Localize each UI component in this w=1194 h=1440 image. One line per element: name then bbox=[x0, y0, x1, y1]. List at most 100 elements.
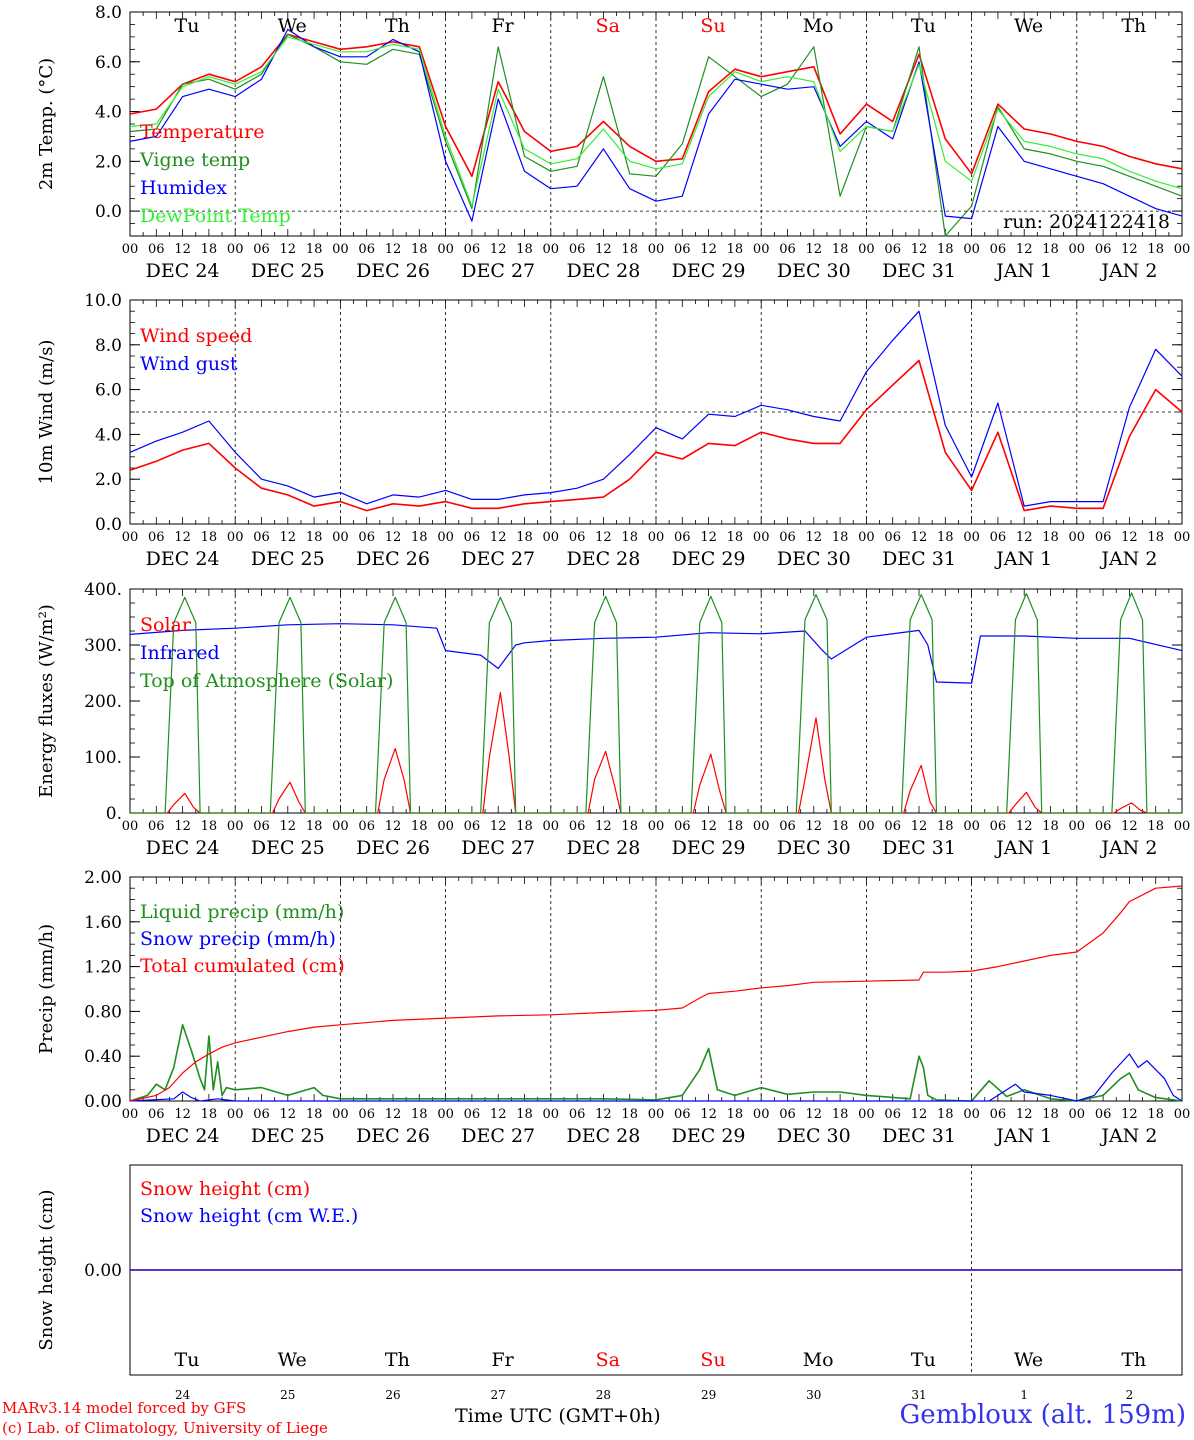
panel-4-date-label: DEC 24 bbox=[146, 1125, 220, 1147]
panel-5-legend-entry: Snow height (cm) bbox=[140, 1178, 310, 1200]
panel-2-date-label: DEC 26 bbox=[356, 548, 430, 570]
panel-3-date-label: DEC 31 bbox=[882, 837, 956, 859]
panel-2-hour-label: 06 bbox=[358, 530, 375, 545]
panel-1-hour-label: 18 bbox=[516, 242, 533, 257]
panel-1-hour-label: 00 bbox=[963, 242, 980, 257]
panel-5-y-axis-label: Snow height (cm) bbox=[36, 1189, 57, 1350]
panel-3-hour-label: 18 bbox=[516, 819, 533, 834]
panel-4-hour-label: 18 bbox=[832, 1107, 849, 1122]
panel-1-hour-label: 00 bbox=[122, 242, 139, 257]
panel-4-date-label: JAN 2 bbox=[1099, 1125, 1157, 1147]
panel-3-hour-label: 00 bbox=[963, 819, 980, 834]
panel-3-hour-label: 06 bbox=[779, 819, 796, 834]
panel-1-hour-label: 06 bbox=[674, 242, 691, 257]
bottom-day-number: 29 bbox=[701, 1388, 716, 1402]
panel-4-hour-label: 18 bbox=[1147, 1107, 1164, 1122]
bottom-day-label: Th bbox=[385, 1349, 410, 1371]
panel-1-hour-label: 12 bbox=[1121, 242, 1138, 257]
panel-1-date-label: DEC 24 bbox=[146, 260, 220, 282]
top-day-label: We bbox=[278, 15, 307, 37]
bottom-day-number: 28 bbox=[596, 1388, 611, 1402]
panel-4-hour-label: 00 bbox=[332, 1107, 349, 1122]
copyright-credit: (c) Lab. of Climatology, University of L… bbox=[2, 1419, 328, 1437]
panel-1-hour-label: 18 bbox=[306, 242, 323, 257]
panel-2-hour-label: 06 bbox=[464, 530, 481, 545]
panel-4-series-line-2 bbox=[129, 1053, 1183, 1102]
panel-2-y-tick-label: 2.0 bbox=[95, 470, 122, 490]
panel-4-hour-label: 12 bbox=[806, 1107, 823, 1122]
panel-1-frame bbox=[129, 11, 1183, 237]
panel-3-hour-label: 00 bbox=[437, 819, 454, 834]
bottom-day-number: 25 bbox=[280, 1388, 295, 1402]
bottom-day-label: Su bbox=[700, 1349, 725, 1371]
panel-1-hour-label: 12 bbox=[1016, 242, 1033, 257]
top-day-label: Sa bbox=[596, 15, 620, 37]
panel-3-date-label: DEC 30 bbox=[777, 837, 851, 859]
panel-4-hour-label: 12 bbox=[1016, 1107, 1033, 1122]
panel-4-date-label: DEC 31 bbox=[882, 1125, 956, 1147]
panel-4-hour-label: 00 bbox=[648, 1107, 665, 1122]
panel-4-hour-label: 18 bbox=[727, 1107, 744, 1122]
panel-2-y-tick-label: 8.0 bbox=[95, 336, 122, 356]
panel-3-hour-label: 18 bbox=[201, 819, 218, 834]
panel-2-hour-label: 06 bbox=[884, 530, 901, 545]
panel-3-hour-label: 00 bbox=[858, 819, 875, 834]
panel-3-date-label: JAN 1 bbox=[994, 837, 1052, 859]
panel-2-hour-label: 06 bbox=[148, 530, 165, 545]
panel-1-hour-label: 18 bbox=[411, 242, 428, 257]
panel-3-hour-label: 00 bbox=[648, 819, 665, 834]
panel-4-hour-label: 18 bbox=[621, 1107, 638, 1122]
panel-2-date-label: JAN 2 bbox=[1099, 548, 1157, 570]
top-day-label: Tu bbox=[911, 15, 936, 37]
panel-3-hour-label: 06 bbox=[884, 819, 901, 834]
bottom-day-label: Fr bbox=[491, 1349, 514, 1371]
panel-3-hour-label: 00 bbox=[227, 819, 244, 834]
panel-3-hour-label: 00 bbox=[753, 819, 770, 834]
panel-2-hour-label: 06 bbox=[779, 530, 796, 545]
panel-4-hour-label: 12 bbox=[280, 1107, 297, 1122]
panel-2-series-line-1 bbox=[129, 359, 1183, 512]
panel-4-hour-label: 06 bbox=[358, 1107, 375, 1122]
panel-3-y-tick-label: 200. bbox=[84, 692, 122, 712]
panel-1-hour-label: 00 bbox=[648, 242, 665, 257]
top-day-label: We bbox=[1014, 15, 1043, 37]
panel-4-hour-label: 12 bbox=[1121, 1107, 1138, 1122]
bottom-day-number: 26 bbox=[385, 1388, 400, 1402]
panel-3-hour-label: 06 bbox=[253, 819, 270, 834]
panel-2-hour-label: 18 bbox=[727, 530, 744, 545]
panel-1-hour-label: 00 bbox=[437, 242, 454, 257]
panel-4-hour-label: 06 bbox=[569, 1107, 586, 1122]
panel-2-y-tick-label: 10.0 bbox=[84, 291, 122, 311]
panel-4-hour-label: 06 bbox=[990, 1107, 1007, 1122]
panel-4-hour-label: 06 bbox=[884, 1107, 901, 1122]
panel-3-date-label: JAN 2 bbox=[1099, 837, 1157, 859]
panel-4-hour-label: 00 bbox=[1174, 1107, 1191, 1122]
panel-1-hour-label: 12 bbox=[385, 242, 402, 257]
panel-4-legend-entry: Total cumulated (cm) bbox=[140, 955, 345, 977]
panel-2-date-label: DEC 24 bbox=[146, 548, 220, 570]
panel-1-hour-label: 06 bbox=[884, 242, 901, 257]
top-day-label: Mo bbox=[803, 15, 834, 37]
panel-4-date-label: DEC 26 bbox=[356, 1125, 430, 1147]
panel-3-y-tick-label: 100. bbox=[84, 748, 122, 768]
panel-3-frame bbox=[129, 588, 1183, 814]
panel-1-series-line-1 bbox=[129, 33, 1183, 178]
panel-4-hour-label: 00 bbox=[437, 1107, 454, 1122]
panel-3-hour-label: 00 bbox=[1069, 819, 1086, 834]
panel-2-hour-label: 00 bbox=[1174, 530, 1191, 545]
panel-1-hour-label: 06 bbox=[569, 242, 586, 257]
panel-2-hour-label: 12 bbox=[595, 530, 612, 545]
panel-1-hour-label: 06 bbox=[253, 242, 270, 257]
panel-3-hour-label: 06 bbox=[1095, 819, 1112, 834]
panel-2-hour-label: 12 bbox=[911, 530, 928, 545]
panel-3-date-label: DEC 24 bbox=[146, 837, 220, 859]
panel-1-hour-label: 06 bbox=[464, 242, 481, 257]
panel-4-hour-label: 06 bbox=[464, 1107, 481, 1122]
panel-4-y-tick-label: 0.00 bbox=[84, 1092, 122, 1112]
panel-1-y-tick-label: 4.0 bbox=[95, 103, 122, 123]
panel-1-date-label: JAN 1 bbox=[994, 260, 1052, 282]
panel-2-hour-label: 06 bbox=[1095, 530, 1112, 545]
panel-1-hour-label: 06 bbox=[1095, 242, 1112, 257]
bottom-day-label: Th bbox=[1121, 1349, 1146, 1371]
